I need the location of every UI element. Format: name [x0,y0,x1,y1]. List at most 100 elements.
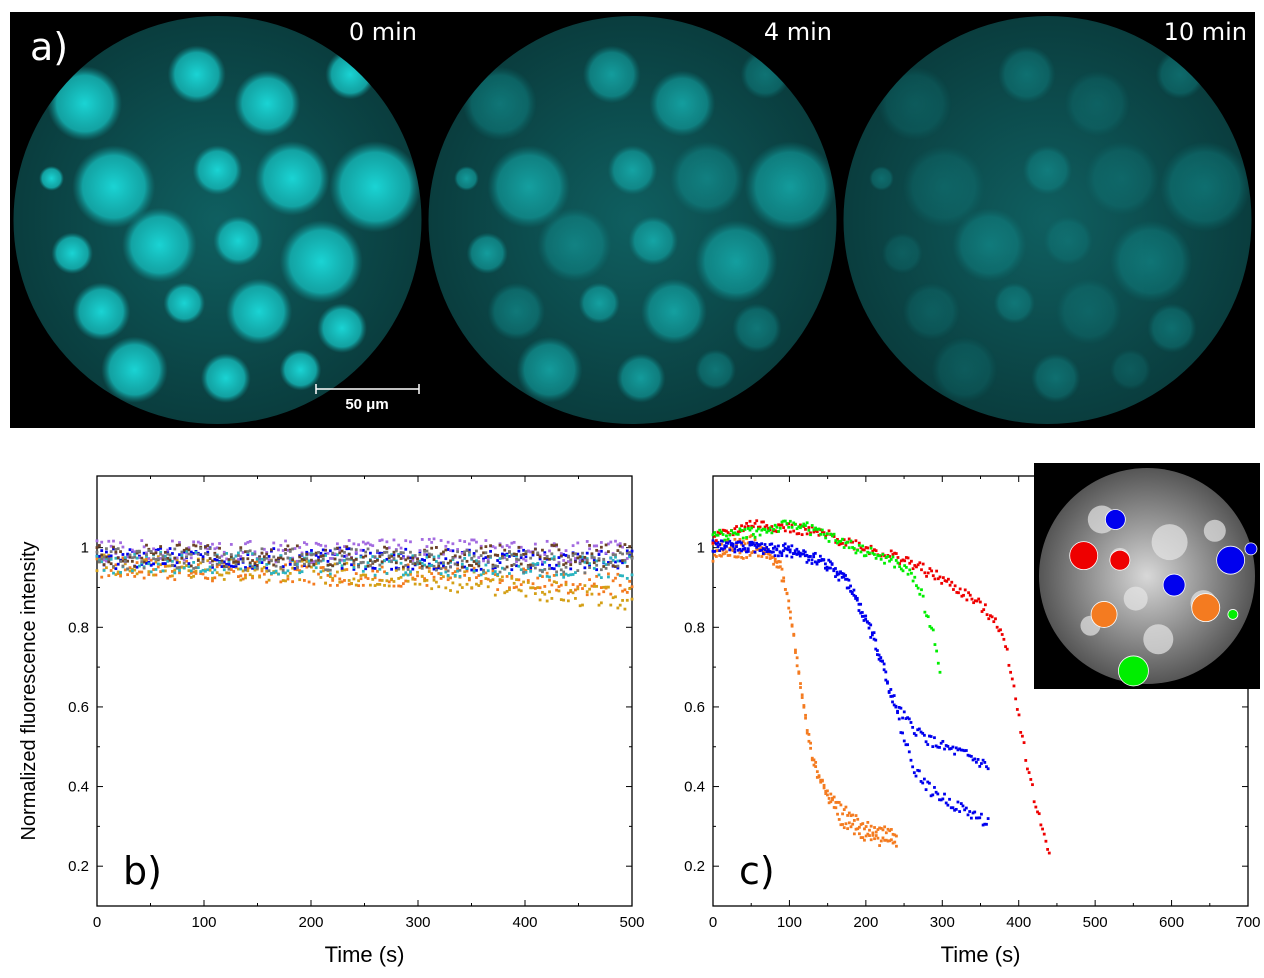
data-point [943,747,946,751]
data-point [171,539,174,543]
data-point [401,565,405,569]
data-point [944,801,948,805]
data-point [733,537,737,541]
data-point [439,577,443,580]
data-point [411,567,415,571]
data-point [746,525,750,528]
data-point [166,550,170,554]
data-point [260,569,264,573]
data-point [123,559,127,563]
data-point [830,562,834,566]
data-point [750,526,754,530]
data-point [425,584,429,587]
data-point [745,550,748,554]
data-point [576,587,580,591]
data-point [300,564,304,568]
data-point [130,556,134,560]
data-point [765,550,769,553]
data-point [736,540,740,544]
data-point [420,558,424,561]
data-point [500,552,504,556]
data-point [439,552,443,556]
data-point [279,580,283,584]
data-point [258,555,262,559]
data-point [798,554,802,558]
data-point [866,832,870,836]
data-point [460,562,464,566]
data-point [187,548,191,552]
data-point [1015,708,1019,711]
data-point [595,584,599,588]
data-point [585,561,589,565]
data-point [416,562,419,566]
droplet [72,145,156,229]
data-point [199,572,203,575]
data-point [543,568,547,571]
data-point [886,681,889,685]
data-point [614,555,617,559]
data-point [345,568,349,571]
data-point [611,596,615,600]
data-point [130,559,134,563]
data-point [947,577,950,581]
data-point [404,564,408,567]
data-point [168,547,172,550]
data-point [852,588,856,592]
data-point [434,580,438,584]
data-point [893,833,897,837]
data-point [867,626,871,630]
data-point [940,581,944,585]
data-point [818,554,822,558]
data-point [328,549,332,553]
data-point [822,783,826,787]
data-point [343,579,346,582]
data-point [470,564,474,567]
data-point [241,559,245,563]
data-point [173,564,177,568]
data-point [618,551,622,555]
data-point [829,532,833,536]
data-point [420,538,424,541]
data-point [505,544,509,547]
data-point [383,545,386,549]
x-tick-label: 700 [1235,914,1260,931]
data-point [298,571,302,575]
data-point [929,794,933,798]
data-point [775,547,779,551]
data-point [599,545,603,549]
data-point [785,522,789,525]
data-point [969,754,973,758]
data-point [581,603,584,607]
data-point [782,544,785,547]
data-point [911,725,915,729]
data-point [206,550,210,554]
data-point [933,577,937,581]
data-point [740,524,743,528]
data-point [378,555,382,558]
data-point [953,808,956,812]
data-point [538,568,542,572]
data-point [910,571,913,575]
data-point [505,565,509,569]
data-point [383,559,386,563]
data-point [834,539,838,542]
data-point [763,552,767,556]
data-point [711,533,715,537]
data-point [992,620,996,624]
data-point [585,558,589,562]
data-point [463,550,467,554]
data-point [128,553,132,557]
data-point [895,844,898,848]
data-point [394,561,398,565]
data-point [222,550,226,554]
data-point [909,721,913,724]
data-point [347,547,351,551]
data-point [901,716,904,720]
data-point [973,599,977,603]
data-point [782,526,786,529]
data-point [968,754,972,758]
data-point [581,559,584,563]
data-point [616,559,620,563]
data-point [604,566,608,570]
data-point [883,825,887,829]
